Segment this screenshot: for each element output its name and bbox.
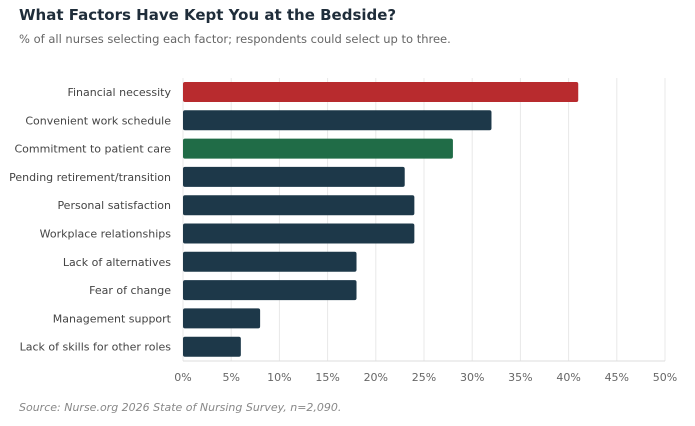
category-label: Workplace relationships bbox=[40, 228, 172, 241]
category-label: Management support bbox=[53, 312, 172, 325]
x-tick-label: 0% bbox=[174, 371, 191, 384]
x-tick-label: 10% bbox=[267, 371, 291, 384]
bar bbox=[183, 336, 241, 357]
x-tick-label: 25% bbox=[412, 371, 436, 384]
bar bbox=[183, 82, 579, 102]
category-label: Commitment to patient care bbox=[15, 143, 172, 156]
bar bbox=[183, 280, 357, 301]
bar bbox=[183, 195, 415, 216]
x-tick-label: 35% bbox=[508, 371, 532, 384]
chart-source: Source: Nurse.org 2026 State of Nursing … bbox=[19, 401, 342, 414]
x-tick-label: 50% bbox=[653, 371, 677, 384]
chart-title: What Factors Have Kept You at the Bedsid… bbox=[19, 6, 397, 24]
category-label: Lack of skills for other roles bbox=[20, 341, 172, 354]
bar bbox=[183, 223, 415, 244]
bar bbox=[183, 308, 261, 329]
category-label: Convenient work schedule bbox=[25, 114, 171, 127]
x-tick-label: 45% bbox=[605, 371, 629, 384]
category-label: Lack of alternatives bbox=[63, 256, 171, 269]
x-tick-label: 20% bbox=[364, 371, 388, 384]
bar bbox=[183, 110, 492, 131]
x-tick-label: 15% bbox=[315, 371, 339, 384]
x-tick-label: 5% bbox=[222, 371, 239, 384]
category-label: Pending retirement/transition bbox=[9, 171, 171, 184]
x-tick-label: 30% bbox=[460, 371, 484, 384]
bar bbox=[183, 166, 405, 187]
category-label: Financial necessity bbox=[67, 86, 171, 99]
category-label: Personal satisfaction bbox=[57, 199, 171, 212]
x-tick-label: 40% bbox=[556, 371, 580, 384]
category-label: Fear of change bbox=[89, 284, 171, 297]
bar bbox=[183, 251, 357, 272]
bar bbox=[183, 138, 453, 159]
chart-subtitle: % of all nurses selecting each factor; r… bbox=[19, 32, 451, 46]
